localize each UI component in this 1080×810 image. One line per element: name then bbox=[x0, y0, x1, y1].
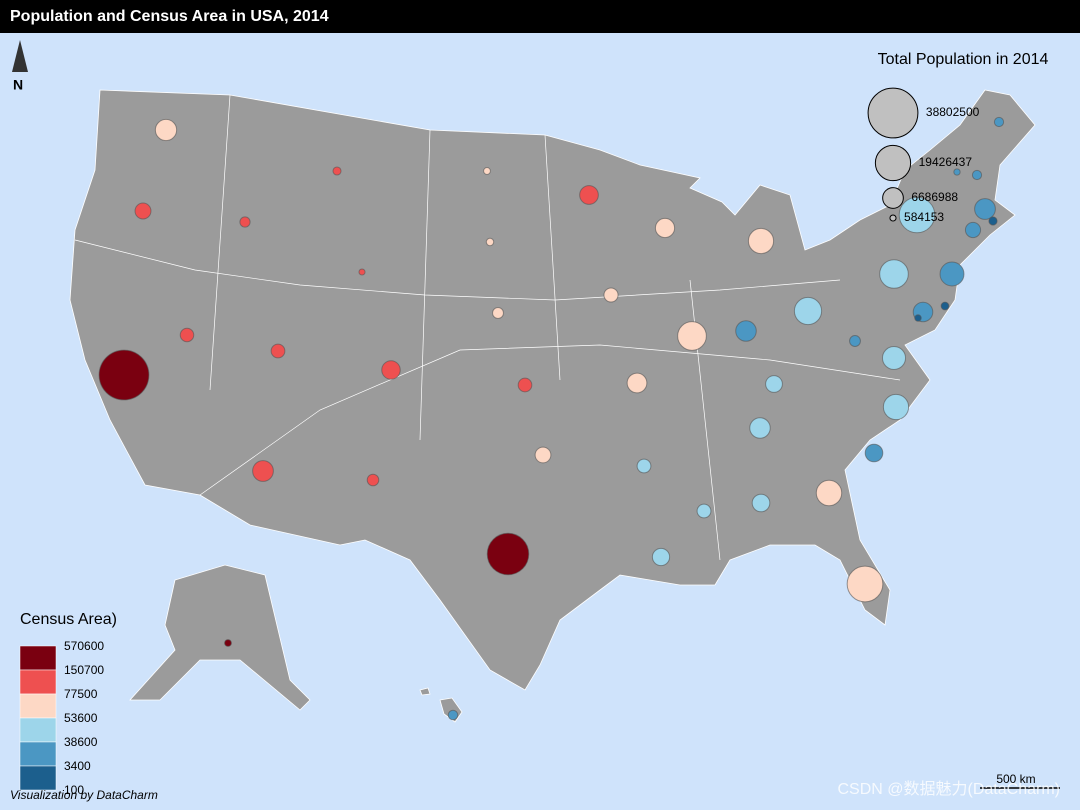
title: Population and Census Area in USA, 2014 bbox=[10, 8, 329, 25]
bubble bbox=[579, 185, 599, 205]
bubble bbox=[879, 259, 909, 289]
north-arrow bbox=[12, 40, 28, 72]
population-legend-title: Total Population in 2014 bbox=[878, 51, 1049, 68]
credit: Visualization by DataCharm bbox=[10, 788, 158, 802]
bubble bbox=[696, 503, 712, 519]
bubble bbox=[447, 709, 459, 721]
bubble bbox=[651, 547, 671, 567]
bubble bbox=[485, 237, 495, 247]
bubble bbox=[735, 320, 757, 342]
color-legend-label: 100 bbox=[64, 783, 84, 797]
bubble bbox=[953, 168, 961, 176]
bubble bbox=[179, 327, 195, 343]
bubble bbox=[971, 169, 983, 181]
color-swatch bbox=[19, 693, 57, 719]
size-legend-circle bbox=[889, 214, 897, 222]
bubble bbox=[492, 307, 504, 319]
border bbox=[209, 94, 721, 561]
bubble bbox=[134, 202, 152, 220]
bubble bbox=[154, 118, 178, 142]
size-legend-circle bbox=[867, 87, 919, 139]
area-legend-title: Census Area) bbox=[20, 611, 117, 628]
bubble bbox=[636, 458, 652, 474]
bubble bbox=[793, 296, 823, 326]
color-swatch bbox=[19, 645, 57, 671]
bubble bbox=[603, 287, 619, 303]
bubble bbox=[846, 565, 884, 603]
bubble bbox=[914, 314, 922, 322]
size-legend-label: 584153 bbox=[904, 210, 944, 224]
color-swatch bbox=[19, 669, 57, 695]
bubble bbox=[849, 335, 861, 347]
color-legend-label: 3400 bbox=[64, 759, 91, 773]
bubble bbox=[270, 343, 286, 359]
bubble bbox=[486, 532, 530, 576]
watermark: CSDN @数据魅力(DataCharm) bbox=[838, 780, 1061, 798]
bubble bbox=[224, 639, 232, 647]
color-legend-label: 570600 bbox=[64, 639, 104, 653]
bubble bbox=[882, 393, 910, 421]
alaska bbox=[129, 564, 311, 711]
border bbox=[199, 344, 901, 496]
bubble bbox=[534, 446, 552, 464]
north-label: N bbox=[13, 77, 23, 93]
bubble bbox=[483, 167, 491, 175]
color-legend-label: 150700 bbox=[64, 663, 104, 677]
scale-label: 500 km bbox=[996, 772, 1035, 786]
bubble bbox=[964, 221, 982, 239]
color-swatch bbox=[19, 765, 57, 791]
state-borders bbox=[74, 94, 901, 561]
bubble bbox=[898, 196, 936, 234]
bubble bbox=[654, 217, 676, 239]
bubble bbox=[815, 479, 843, 507]
bubble bbox=[881, 345, 907, 371]
bubble bbox=[940, 301, 950, 311]
color-legend-label: 38600 bbox=[64, 735, 98, 749]
bubble bbox=[749, 417, 771, 439]
bubble bbox=[239, 216, 251, 228]
size-legend-circle bbox=[882, 187, 904, 209]
bubble bbox=[751, 493, 771, 513]
size-legend-label: 19426437 bbox=[919, 155, 973, 169]
color-swatch bbox=[19, 717, 57, 743]
bubble bbox=[366, 473, 380, 487]
bubble bbox=[765, 375, 783, 393]
size-legend-circle bbox=[874, 144, 912, 182]
bubble bbox=[864, 443, 884, 463]
size-legend-label: 6686988 bbox=[911, 190, 958, 204]
bubble bbox=[974, 198, 996, 220]
bubble bbox=[252, 460, 274, 482]
bubble bbox=[677, 321, 707, 351]
bubble bbox=[747, 227, 775, 255]
bubble bbox=[358, 268, 366, 276]
contiguous-us bbox=[69, 89, 1036, 691]
color-legend-label: 53600 bbox=[64, 711, 98, 725]
bubble bbox=[98, 349, 150, 401]
bubble bbox=[988, 216, 998, 226]
land bbox=[69, 89, 1036, 723]
size-legend-label: 38802500 bbox=[926, 105, 980, 119]
color-legend-label: 77500 bbox=[64, 687, 98, 701]
color-swatch bbox=[19, 741, 57, 767]
bubble bbox=[626, 372, 648, 394]
bubble bbox=[939, 261, 965, 287]
bubble bbox=[517, 377, 533, 393]
title-bar bbox=[0, 0, 1080, 33]
bubble bbox=[381, 360, 401, 380]
bubble bbox=[993, 116, 1005, 128]
bubble bbox=[332, 166, 342, 176]
